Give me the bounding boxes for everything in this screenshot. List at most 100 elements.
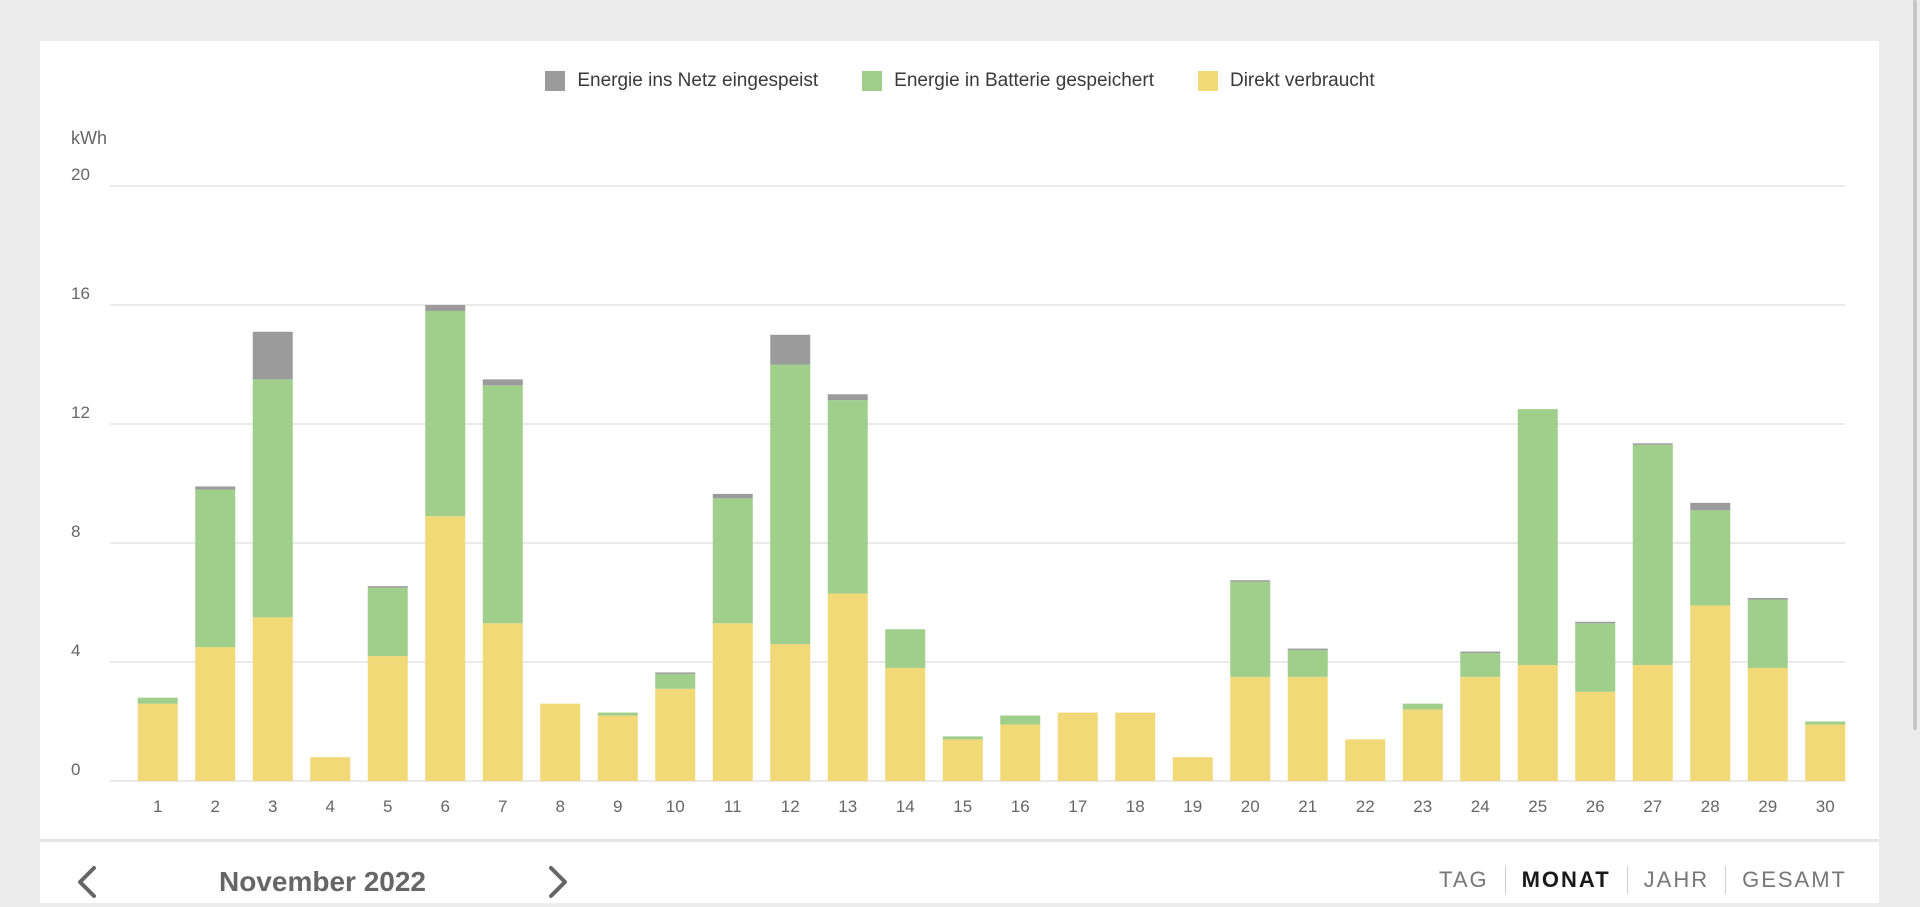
bar-direct-day-20[interactable] <box>1230 676 1271 781</box>
bar-direct-day-21[interactable] <box>1287 676 1328 781</box>
bar-grid-day-2[interactable] <box>195 486 236 490</box>
bar-grid-day-20[interactable] <box>1230 580 1271 582</box>
bar-battery-day-25[interactable] <box>1517 409 1558 665</box>
bar-battery-day-23[interactable] <box>1402 703 1443 710</box>
bar-direct-day-22[interactable] <box>1345 739 1386 781</box>
bar-battery-day-14[interactable] <box>885 629 926 668</box>
bar-grid-day-10[interactable] <box>655 672 696 674</box>
bar-direct-day-4[interactable] <box>310 757 351 781</box>
bar-battery-day-13[interactable] <box>827 400 868 594</box>
bar-grid-day-28[interactable] <box>1690 502 1731 511</box>
x-tick-label: 12 <box>781 797 800 816</box>
tab-gesamt[interactable]: GESAMT <box>1742 867 1847 892</box>
bar-battery-day-16[interactable] <box>1000 715 1041 725</box>
bar-direct-day-25[interactable] <box>1517 664 1558 781</box>
bar-direct-day-10[interactable] <box>655 688 696 781</box>
page-scrollbar[interactable] <box>1910 0 1920 730</box>
bar-direct-day-2[interactable] <box>195 647 236 781</box>
tab-tag[interactable]: TAG <box>1439 867 1489 892</box>
bar-direct-day-17[interactable] <box>1057 712 1098 781</box>
previous-month-button[interactable] <box>68 862 108 902</box>
bar-battery-day-28[interactable] <box>1690 510 1731 606</box>
bar-battery-day-9[interactable] <box>597 712 638 716</box>
legend-item-direct[interactable]: Direkt verbraucht <box>1197 70 1375 92</box>
bar-battery-day-1[interactable] <box>137 697 178 704</box>
bar-grid-day-6[interactable] <box>425 305 466 311</box>
x-tick-label: 18 <box>1126 797 1145 816</box>
bar-battery-day-7[interactable] <box>482 385 523 624</box>
tab-monat[interactable]: MONAT <box>1521 867 1611 892</box>
bar-battery-day-11[interactable] <box>712 498 753 624</box>
legend-swatch-direct <box>1197 71 1218 91</box>
bar-grid-day-3[interactable] <box>252 331 293 380</box>
bar-direct-day-12[interactable] <box>770 644 811 781</box>
y-tick-label: 4 <box>71 641 80 660</box>
bar-battery-day-15[interactable] <box>942 736 983 740</box>
x-tick-label: 24 <box>1471 797 1490 816</box>
x-tick-label: 7 <box>498 797 507 816</box>
bar-direct-day-18[interactable] <box>1115 712 1156 781</box>
bar-direct-day-7[interactable] <box>482 623 523 781</box>
bar-battery-day-3[interactable] <box>252 379 293 618</box>
bar-grid-day-29[interactable] <box>1747 598 1788 600</box>
chevron-left-icon <box>78 866 96 898</box>
bar-grid-day-21[interactable] <box>1287 648 1328 651</box>
bar-grid-day-7[interactable] <box>482 379 523 386</box>
x-tick-label: 10 <box>666 797 685 816</box>
bar-battery-day-5[interactable] <box>367 587 408 657</box>
next-month-button[interactable] <box>537 862 577 902</box>
bar-direct-day-9[interactable] <box>597 715 638 781</box>
bar-direct-day-19[interactable] <box>1172 757 1213 781</box>
tab-jahr[interactable]: JAHR <box>1643 867 1710 892</box>
bar-direct-day-3[interactable] <box>252 617 293 781</box>
bar-direct-day-24[interactable] <box>1460 676 1501 781</box>
x-tick-label: 29 <box>1758 797 1777 816</box>
bar-grid-day-27[interactable] <box>1632 443 1673 445</box>
bar-direct-day-26[interactable] <box>1575 691 1616 781</box>
bar-direct-day-23[interactable] <box>1402 709 1443 781</box>
bar-direct-day-14[interactable] <box>885 667 926 781</box>
bar-direct-day-27[interactable] <box>1632 664 1673 781</box>
bar-direct-day-8[interactable] <box>540 703 581 781</box>
bar-grid-day-13[interactable] <box>827 394 868 401</box>
bar-battery-day-27[interactable] <box>1632 444 1673 665</box>
bar-grid-day-12[interactable] <box>770 334 811 365</box>
bar-direct-day-1[interactable] <box>137 703 178 781</box>
y-tick-label: 0 <box>71 760 80 779</box>
y-tick-label: 16 <box>71 284 90 303</box>
bar-direct-day-13[interactable] <box>827 593 868 781</box>
bar-battery-day-29[interactable] <box>1747 599 1788 668</box>
bar-battery-day-12[interactable] <box>770 364 811 645</box>
bar-battery-day-10[interactable] <box>655 673 696 689</box>
bar-battery-day-24[interactable] <box>1460 653 1501 677</box>
x-tick-label: 3 <box>268 797 277 816</box>
x-tick-label: 20 <box>1241 797 1260 816</box>
legend-label-direct: Direkt verbraucht <box>1229 70 1375 91</box>
legend-item-grid[interactable]: Energie ins Netz eingespeist <box>545 70 818 92</box>
bar-battery-day-2[interactable] <box>195 489 236 648</box>
bar-grid-day-11[interactable] <box>712 493 753 499</box>
bar-direct-day-6[interactable] <box>425 516 466 781</box>
tab-separator <box>1725 866 1727 894</box>
bar-direct-day-30[interactable] <box>1805 724 1846 781</box>
x-tick-label: 13 <box>838 797 857 816</box>
x-tick-label: 19 <box>1183 797 1202 816</box>
bar-direct-day-15[interactable] <box>942 739 983 781</box>
bar-battery-day-26[interactable] <box>1575 623 1616 692</box>
bar-direct-day-29[interactable] <box>1747 667 1788 781</box>
bar-direct-day-11[interactable] <box>712 623 753 781</box>
scrollbar-thumb[interactable] <box>1913 0 1917 730</box>
y-tick-label: 8 <box>71 522 80 541</box>
bar-direct-day-5[interactable] <box>367 656 408 781</box>
bar-grid-day-26[interactable] <box>1575 621 1616 624</box>
bar-battery-day-21[interactable] <box>1287 650 1328 677</box>
bar-grid-day-5[interactable] <box>367 586 408 588</box>
bar-battery-day-30[interactable] <box>1805 721 1846 725</box>
bar-direct-day-28[interactable] <box>1690 605 1731 781</box>
bar-direct-day-16[interactable] <box>1000 724 1041 781</box>
bar-grid-day-24[interactable] <box>1460 651 1501 654</box>
legend-item-battery[interactable]: Energie in Batterie gespeichert <box>862 70 1154 92</box>
bar-battery-day-6[interactable] <box>425 310 466 517</box>
x-tick-label: 27 <box>1643 797 1662 816</box>
bar-battery-day-20[interactable] <box>1230 581 1271 677</box>
